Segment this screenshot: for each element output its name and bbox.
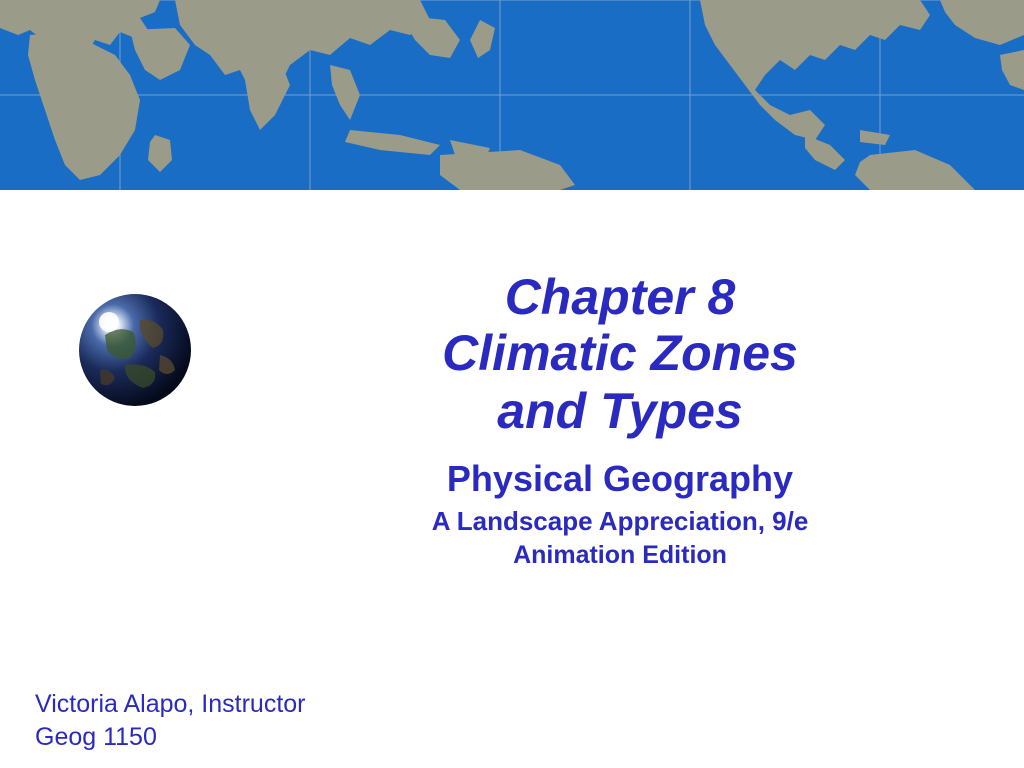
- instructor-name: Victoria Alapo, Instructor: [35, 688, 306, 721]
- subtitle-1: Physical Geography: [270, 458, 970, 500]
- title-block: Chapter 8 Climatic Zones and Types Physi…: [270, 270, 970, 570]
- subtitle-2: A Landscape Appreciation, 9/e: [270, 506, 970, 537]
- course-code: Geog 1150: [35, 721, 306, 754]
- subtitle-3: Animation Edition: [270, 541, 970, 570]
- instructor-block: Victoria Alapo, Instructor Geog 1150: [35, 688, 306, 753]
- world-map-banner: [0, 0, 1024, 190]
- title-line-2: and Types: [270, 383, 970, 441]
- globe-icon: [75, 290, 195, 410]
- title-line-1: Climatic Zones: [270, 325, 970, 383]
- chapter-label: Chapter 8: [270, 270, 970, 325]
